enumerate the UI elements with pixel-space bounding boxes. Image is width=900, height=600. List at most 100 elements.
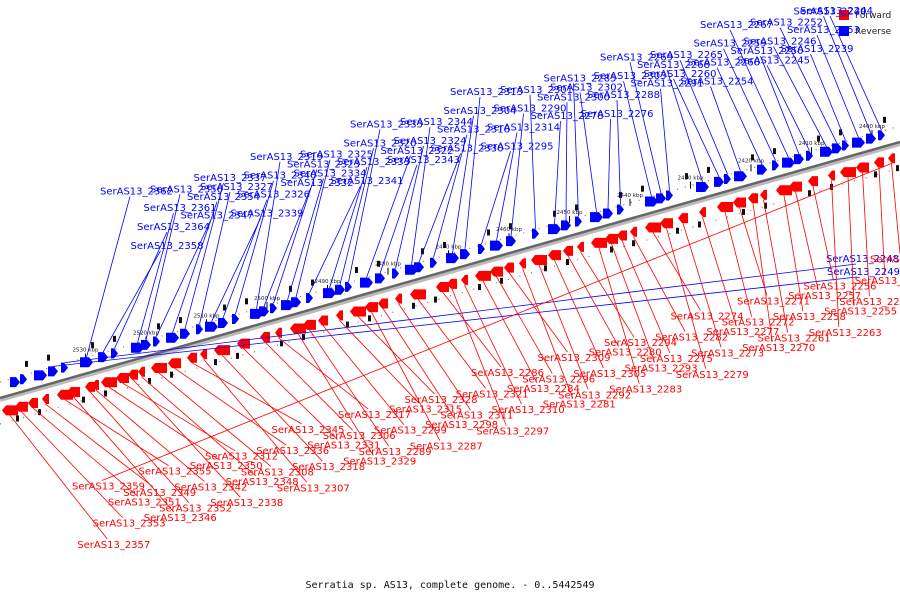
reverse-gene: [603, 208, 613, 219]
forward-gene: [874, 157, 884, 168]
forward-gene: [447, 278, 457, 289]
reverse-gene: [757, 164, 767, 175]
track-marker: [566, 259, 569, 266]
reverse-gene-label: SerAS13_2253: [787, 25, 860, 36]
reverse-gene-label: SerAS13_2301: [500, 85, 573, 96]
track-marker: [641, 185, 644, 192]
forward-gene-label: SerAS13_2284: [507, 384, 580, 395]
reverse-leader-line: [716, 67, 763, 165]
reverse-gene: [20, 374, 27, 385]
track-marker: [302, 334, 305, 341]
scale-tick-label: 2420 kbp: [738, 158, 764, 164]
forward-gene-label: SerAS13_2272: [722, 318, 795, 329]
forward-gene: [475, 270, 491, 281]
track-marker: [610, 246, 613, 253]
forward-gene-label: SerAS13_2258: [773, 312, 846, 323]
forward-leader-line: [652, 232, 701, 311]
scale-tick-label: 2440 kbp: [617, 193, 643, 199]
forward-leader-line: [496, 276, 553, 374]
reverse-gene: [724, 174, 731, 185]
forward-gene: [789, 181, 802, 192]
forward-leader-line: [847, 177, 855, 306]
reverse-gene: [590, 212, 603, 223]
forward-gene: [365, 302, 378, 313]
track-marker: [355, 267, 358, 274]
forward-leader-line: [122, 382, 236, 452]
track-marker: [214, 359, 217, 366]
reverse-gene-label: SerAS13_2268: [637, 60, 710, 71]
reverse-gene-label: SerAS13_2325: [300, 150, 373, 161]
forward-gene-label: SerAS13_2274: [671, 311, 744, 322]
forward-gene-label: SerAS13_2270: [742, 343, 815, 354]
scale-tick-label: 2520 kbp: [133, 330, 159, 336]
reverse-gene: [734, 171, 747, 182]
forward-leader-line: [382, 308, 456, 420]
forward-gene-label: SerAS13_2311: [440, 411, 513, 422]
reverse-gene-label: SerAS13_2246: [744, 37, 817, 48]
reverse-gene: [34, 370, 47, 381]
forward-leader-line: [371, 311, 441, 441]
forward-gene-label: SerAS13_2296: [522, 374, 595, 385]
forward-gene: [748, 193, 758, 204]
forward-leader-line: [398, 303, 471, 410]
reverse-leader-line: [773, 46, 827, 147]
forward-leader-line: [752, 203, 773, 342]
reverse-leader-line: [235, 180, 274, 315]
scale-tick-label: 2530 kbp: [73, 348, 99, 354]
forward-gene: [776, 185, 792, 196]
track-marker: [170, 371, 173, 378]
track-marker: [883, 116, 886, 123]
forward-gene-label: SerAS13_2329: [343, 456, 416, 467]
reverse-leader-line: [829, 15, 882, 131]
reverse-leader-line: [263, 188, 311, 307]
forward-leader-line: [451, 288, 507, 426]
reverse-leader-line: [729, 29, 789, 158]
forward-gene: [519, 258, 526, 269]
reverse-gene: [405, 264, 418, 275]
reverse-leader-line: [779, 27, 838, 144]
forward-gene-label: SerAS13_2257: [788, 291, 861, 302]
reverse-gene: [617, 204, 624, 215]
forward-gene-label: SerAS13_2317: [338, 410, 411, 421]
forward-leader-line: [464, 284, 522, 405]
forward-leader-line: [538, 264, 589, 390]
forward-gene-label: SerAS13_2305: [573, 369, 646, 380]
reverse-gene-label: SerAS13_2358: [131, 241, 204, 252]
reverse-leader-line: [452, 115, 474, 254]
reverse-gene: [460, 249, 470, 260]
reverse-leader-line: [816, 34, 859, 138]
reverse-leader-line: [172, 201, 218, 333]
reverse-gene-label: SerAS13_2327: [200, 182, 273, 193]
forward-gene-label: SerAS13_2263: [809, 328, 882, 339]
legend-forward-swatch: [839, 10, 849, 20]
reverse-gene-label: SerAS13_2322: [381, 146, 454, 157]
forward-gene-label: SerAS13_2292: [558, 390, 631, 401]
reverse-gene-label: SerAS13_2259: [694, 39, 767, 50]
track-marker: [434, 296, 437, 303]
forward-leader-line: [339, 320, 420, 404]
forward-gene: [461, 274, 468, 285]
forward-gene-label: SerAS13_2299: [374, 426, 447, 437]
reverse-leader-line: [760, 56, 800, 155]
forward-gene-label: SerAS13_2256: [804, 281, 877, 292]
track-marker: [874, 171, 877, 178]
legend-reverse-label: Reverse: [855, 27, 892, 37]
reverse-gene: [820, 146, 833, 157]
forward-leader-line: [508, 272, 568, 353]
forward-leader-line: [357, 316, 435, 395]
track-marker: [896, 165, 899, 172]
reverse-gene: [196, 324, 203, 335]
forward-gene: [531, 254, 547, 265]
reverse-gene-label: SerAS13_2334: [294, 169, 367, 180]
reverse-gene-label: SerAS13_2343: [387, 155, 460, 166]
forward-leader-line: [812, 186, 834, 281]
legend-reverse-swatch: [839, 26, 849, 36]
reverse-gene: [232, 314, 239, 325]
reverse-gene: [281, 300, 294, 311]
forward-leader-line: [891, 163, 900, 254]
reverse-gene-label: SerAS13_2340: [244, 171, 317, 182]
forward-leader-line: [580, 251, 635, 338]
reverse-gene-label: SerAS13_2335: [350, 119, 423, 130]
scale-tick-label: 2490 kbp: [315, 279, 341, 285]
forward-leader-line: [108, 386, 220, 461]
